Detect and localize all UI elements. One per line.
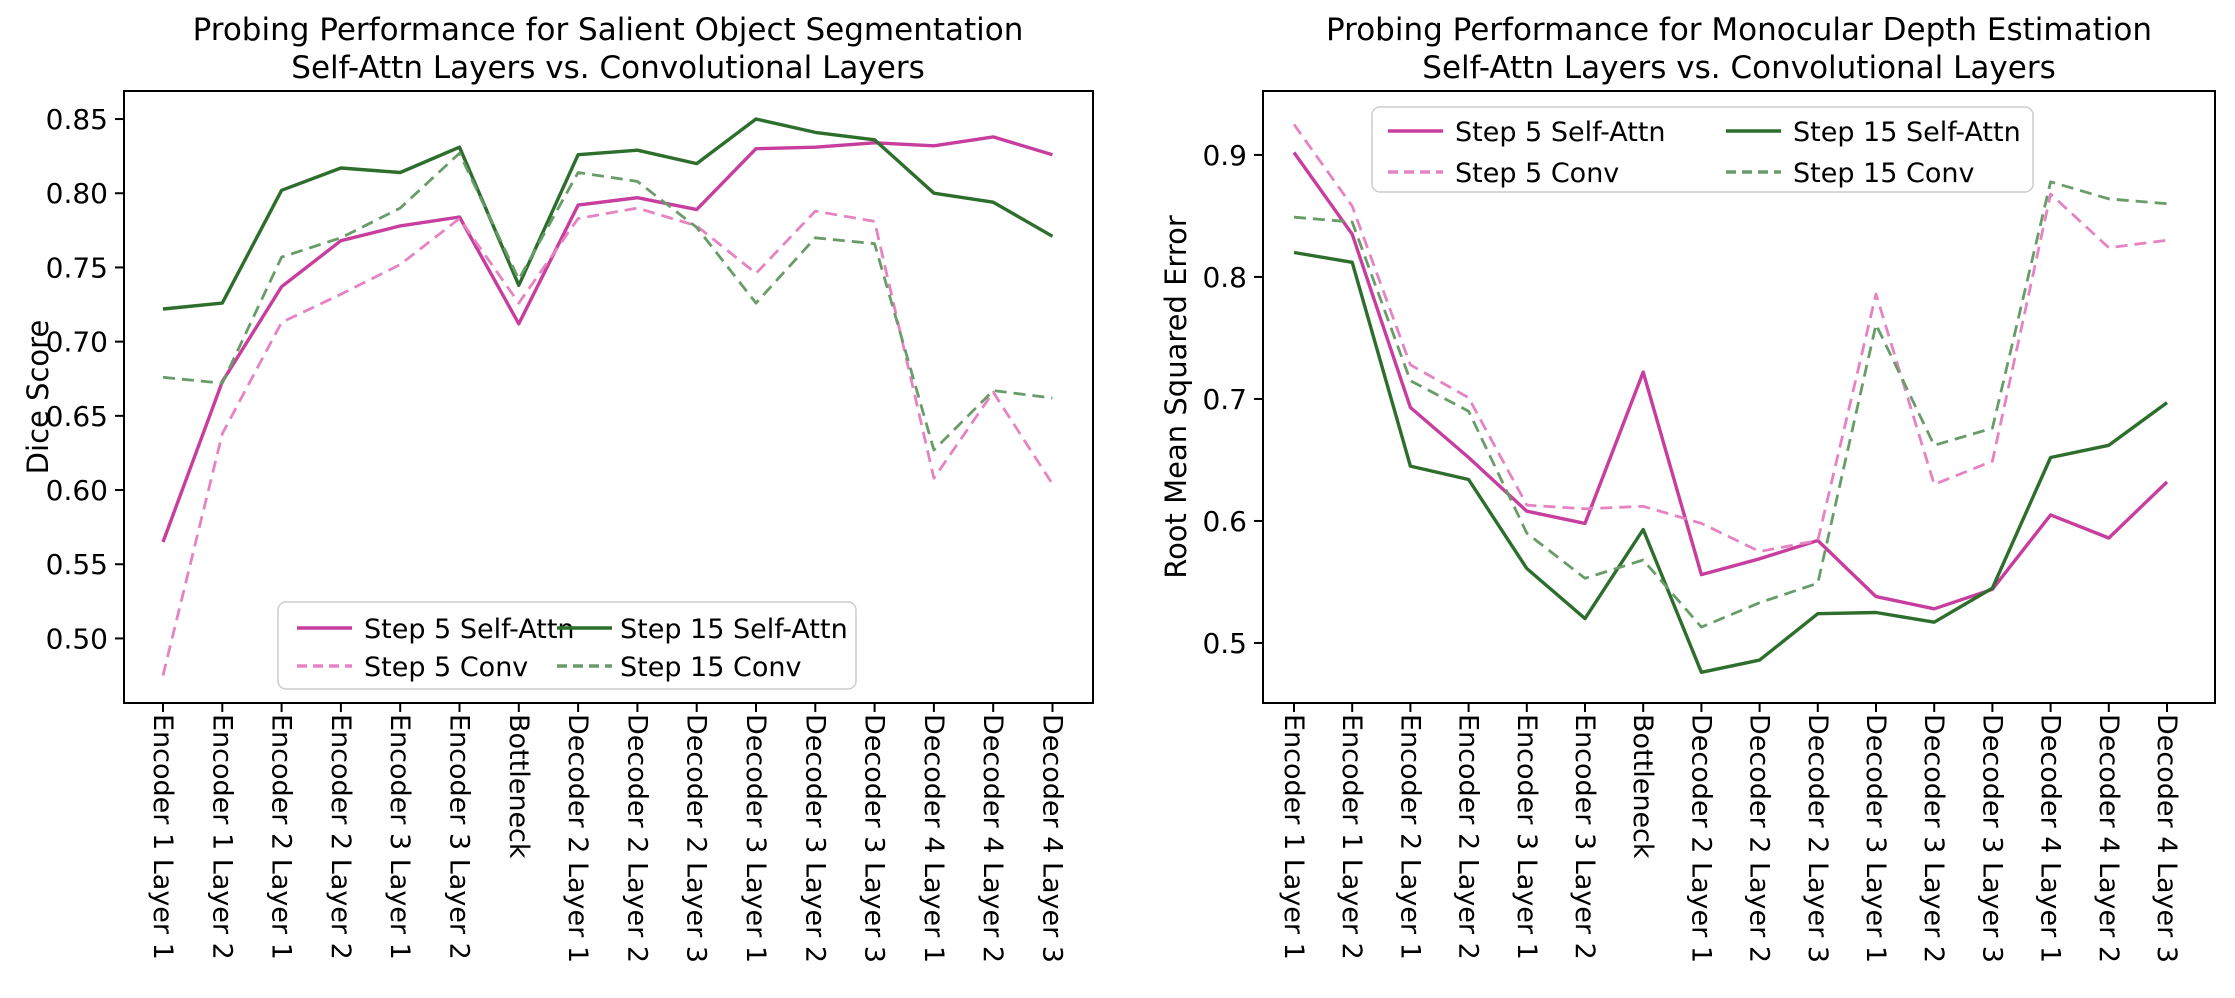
y-tick-label: 0.5 bbox=[1202, 627, 1247, 660]
x-tick-label: Encoder 2 Layer 1 bbox=[1394, 714, 1425, 960]
x-tick-label: Decoder 3 Layer 3 bbox=[1976, 714, 2007, 963]
chart-title-line2: Self-Attn Layers vs. Convolutional Layer… bbox=[291, 50, 924, 86]
x-tick-label: Decoder 2 Layer 3 bbox=[681, 714, 712, 963]
y-tick-label: 0.60 bbox=[46, 474, 108, 507]
series-line-step-5-self-attn bbox=[161, 135, 1053, 543]
x-tick-label: Decoder 2 Layer 3 bbox=[1802, 714, 1833, 963]
x-tick-label: Encoder 3 Layer 1 bbox=[1511, 714, 1542, 960]
series-line-step-5-self-attn bbox=[1292, 151, 2169, 611]
x-tick-label: Encoder 1 Layer 2 bbox=[1336, 714, 1367, 960]
chart-title-line1: Probing Performance for Salient Object S… bbox=[193, 12, 1024, 48]
series-line-step-5-conv bbox=[1292, 123, 2168, 553]
plot-border bbox=[1262, 90, 2216, 704]
plot-area-left: 0.50 0.55 0.60 0.65 0.70 0.75 0.80 0.85 Encoder … bbox=[46, 90, 1094, 963]
x-tick-label: Decoder 3 Layer 1 bbox=[740, 714, 771, 963]
y-tick-label: 0.75 bbox=[46, 251, 108, 284]
legend-label-step-15-self-attn: Step 15 Self-Attn bbox=[620, 614, 848, 645]
y-tick-label: 0.70 bbox=[46, 326, 108, 359]
legend-label-step-15-self-attn: Step 15 Self-Attn bbox=[1793, 117, 2021, 148]
chart-monocular-depth-estimation: Probing Performance for Monocular Depth … bbox=[1159, 12, 2216, 963]
series-line-step-15-self-attn bbox=[162, 117, 1054, 311]
legend-label-step-15-conv: Step 15 Conv bbox=[620, 652, 801, 683]
chart-salient-object-segmentation: Probing Performance for Salient Object S… bbox=[21, 12, 1094, 963]
y-tick-label: 0.85 bbox=[46, 103, 108, 136]
y-tick-label: 0.65 bbox=[46, 400, 108, 433]
x-tick-label: Decoder 2 Layer 2 bbox=[621, 714, 652, 963]
x-tick-label: Encoder 3 Layer 2 bbox=[1569, 714, 1600, 960]
y-tick-label: 0.6 bbox=[1202, 505, 1247, 538]
x-tick-label: Decoder 2 Layer 1 bbox=[562, 714, 593, 963]
plot-area-right: 0.5 0.6 0.7 0.8 0.9 Encoder 1 Layer 1 Encoder … bbox=[1202, 90, 2216, 963]
x-tick-label: Decoder 4 Layer 3 bbox=[2151, 714, 2182, 963]
x-tick-label: Decoder 3 Layer 1 bbox=[1860, 714, 1891, 963]
x-tick-label: Decoder 4 Layer 2 bbox=[2093, 714, 2124, 963]
y-tick-label: 0.9 bbox=[1202, 139, 1247, 172]
chart-title-line1: Probing Performance for Monocular Depth … bbox=[1326, 12, 2152, 48]
x-tick-label: Decoder 4 Layer 2 bbox=[977, 714, 1008, 963]
x-tick-label: Bottleneck bbox=[503, 714, 534, 859]
x-tick-label: Decoder 3 Layer 2 bbox=[1918, 714, 1949, 963]
y-tick-label: 0.7 bbox=[1202, 383, 1247, 416]
x-tick-label: Decoder 3 Layer 3 bbox=[859, 714, 890, 963]
y-tick-label: 0.50 bbox=[46, 622, 108, 655]
x-tick-label: Encoder 2 Layer 2 bbox=[1453, 714, 1484, 960]
x-tick-label: Encoder 2 Layer 2 bbox=[325, 714, 356, 960]
x-tick-label: Encoder 1 Layer 2 bbox=[206, 714, 237, 960]
x-tick-label: Encoder 1 Layer 1 bbox=[147, 714, 178, 960]
x-tick-label: Encoder 1 Layer 1 bbox=[1278, 714, 1309, 960]
y-tick-label: 0.80 bbox=[46, 177, 108, 210]
series-line-step-15-conv bbox=[162, 151, 1053, 452]
legend-label-step-5-self-attn: Step 5 Self-Attn bbox=[364, 614, 575, 645]
y-tick-label: 0.8 bbox=[1202, 261, 1247, 294]
legend-label-step-5-self-attn: Step 5 Self-Attn bbox=[1455, 117, 1666, 148]
x-tick-label: Encoder 3 Layer 1 bbox=[384, 714, 415, 960]
x-tick-label: Decoder 4 Layer 1 bbox=[918, 714, 949, 963]
legend-box bbox=[277, 601, 857, 690]
legend-label-step-15-conv: Step 15 Conv bbox=[1793, 158, 1974, 189]
legend-label-step-5-conv: Step 5 Conv bbox=[364, 652, 528, 683]
y-axis-label-rmse: Root Mean Squared Error bbox=[1159, 215, 1193, 579]
legend-label-step-5-conv: Step 5 Conv bbox=[1455, 158, 1619, 189]
x-tick-label: Decoder 3 Layer 2 bbox=[799, 714, 830, 963]
x-tick-label: Bottleneck bbox=[1627, 714, 1658, 859]
x-tick-label: Decoder 2 Layer 2 bbox=[1744, 714, 1775, 963]
legend-box bbox=[1371, 106, 2034, 193]
series-line-step-15-self-attn bbox=[1293, 250, 2169, 674]
x-tick-label: Encoder 2 Layer 1 bbox=[266, 714, 297, 960]
x-tick-label: Decoder 2 Layer 1 bbox=[1685, 714, 1716, 963]
x-tick-label: Encoder 3 Layer 2 bbox=[444, 714, 475, 960]
x-tick-label: Decoder 4 Layer 1 bbox=[2035, 714, 2066, 963]
x-tick-label: Decoder 4 Layer 3 bbox=[1037, 714, 1068, 963]
chart-title-line2: Self-Attn Layers vs. Convolutional Layer… bbox=[1422, 50, 2055, 86]
y-axis-label-dice-score: Dice Score bbox=[21, 320, 55, 475]
y-tick-label: 0.55 bbox=[46, 548, 108, 581]
